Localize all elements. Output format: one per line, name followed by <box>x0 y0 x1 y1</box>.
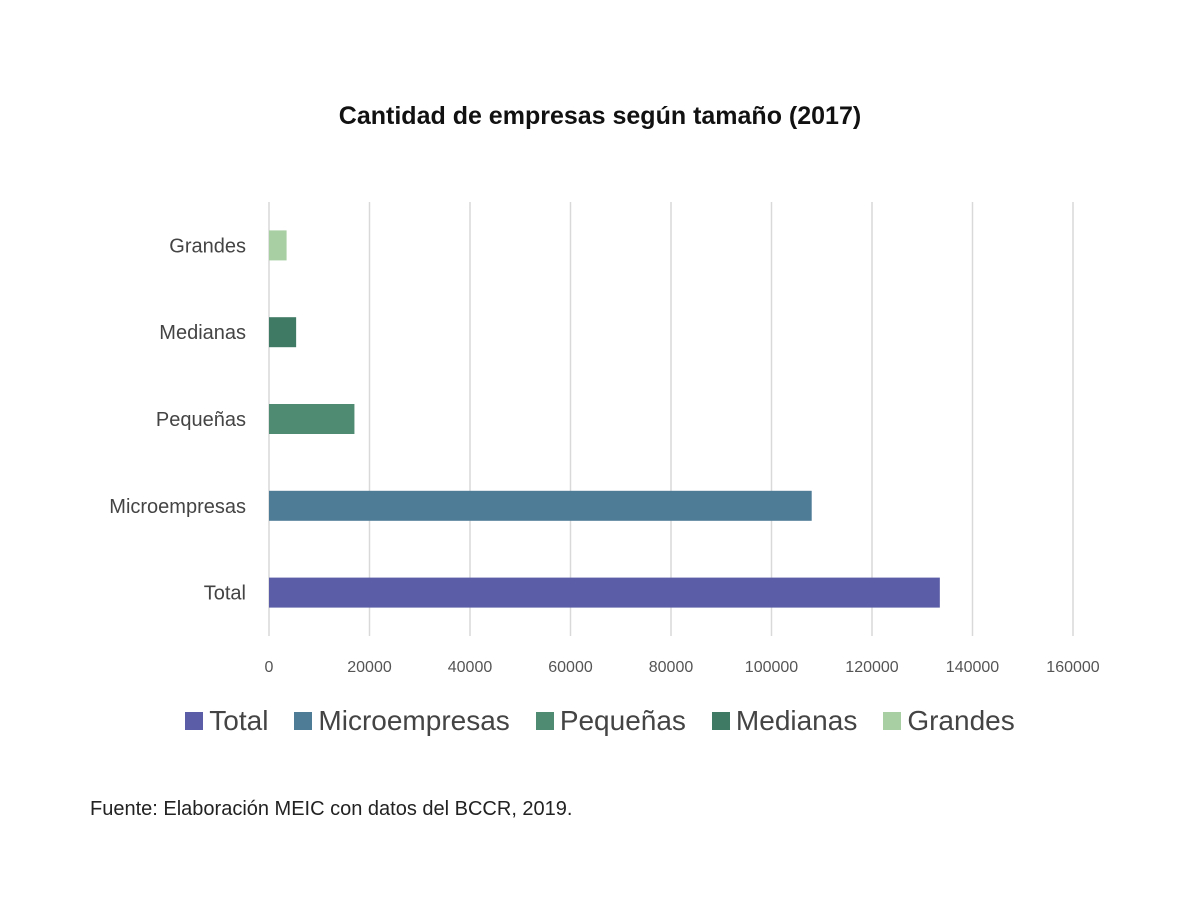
bar-grandes <box>269 230 287 261</box>
x-tick-label: 20000 <box>347 659 392 676</box>
x-tick-label: 60000 <box>548 659 593 676</box>
y-category-label: Pequeñas <box>156 409 246 431</box>
bar-pequenas <box>269 404 355 434</box>
bar-medianas <box>269 317 297 348</box>
y-category-label: Total <box>204 583 246 605</box>
x-tick-label: 40000 <box>448 659 493 676</box>
x-tick-label: 160000 <box>1046 659 1099 676</box>
legend-item-microempresas: Microempresas <box>294 705 510 737</box>
legend-item-medianas: Medianas <box>711 705 858 737</box>
legend-label-grandes: Grandes <box>907 705 1015 736</box>
x-tick-label: 120000 <box>845 659 898 676</box>
x-tick-label: 140000 <box>946 659 999 676</box>
source-note: Fuente: Elaboración MEIC con datos del B… <box>90 798 573 820</box>
legend-swatch-grandes <box>883 712 902 730</box>
legend-item-pequenas: Pequeñas <box>535 705 686 737</box>
x-tick-label: 100000 <box>745 659 798 676</box>
x-tick-label: 80000 <box>649 659 694 676</box>
bar-chart: 0 20000 40000 60000 80000 100000 120000 140000 1… <box>109 202 1100 676</box>
chart-legend: Total Microempresas Pequeñas Medianas Gr… <box>0 701 1200 741</box>
bar-total <box>269 577 940 608</box>
bar-microempresas <box>269 490 812 521</box>
x-tick-label: 0 <box>265 659 274 676</box>
legend-item-grandes: Grandes <box>883 705 1015 737</box>
y-category-label: Grandes <box>169 235 246 257</box>
legend-swatch-microempresas <box>294 712 313 730</box>
chart-title: Cantidad de empresas según tamaño (2017) <box>338 102 862 130</box>
legend-swatch-medianas <box>711 712 730 730</box>
legend-item-total: Total <box>185 705 268 737</box>
y-category-label: Microempresas <box>109 496 246 518</box>
legend-swatch-pequenas <box>535 712 554 730</box>
legend-label-total: Total <box>209 705 269 736</box>
legend-label-pequenas: Pequeñas <box>559 705 686 736</box>
legend-label-medianas: Medianas <box>735 705 858 736</box>
legend-swatch-total <box>185 712 204 730</box>
legend-label-microempresas: Microempresas <box>318 705 510 736</box>
y-category-label: Medianas <box>159 322 246 344</box>
